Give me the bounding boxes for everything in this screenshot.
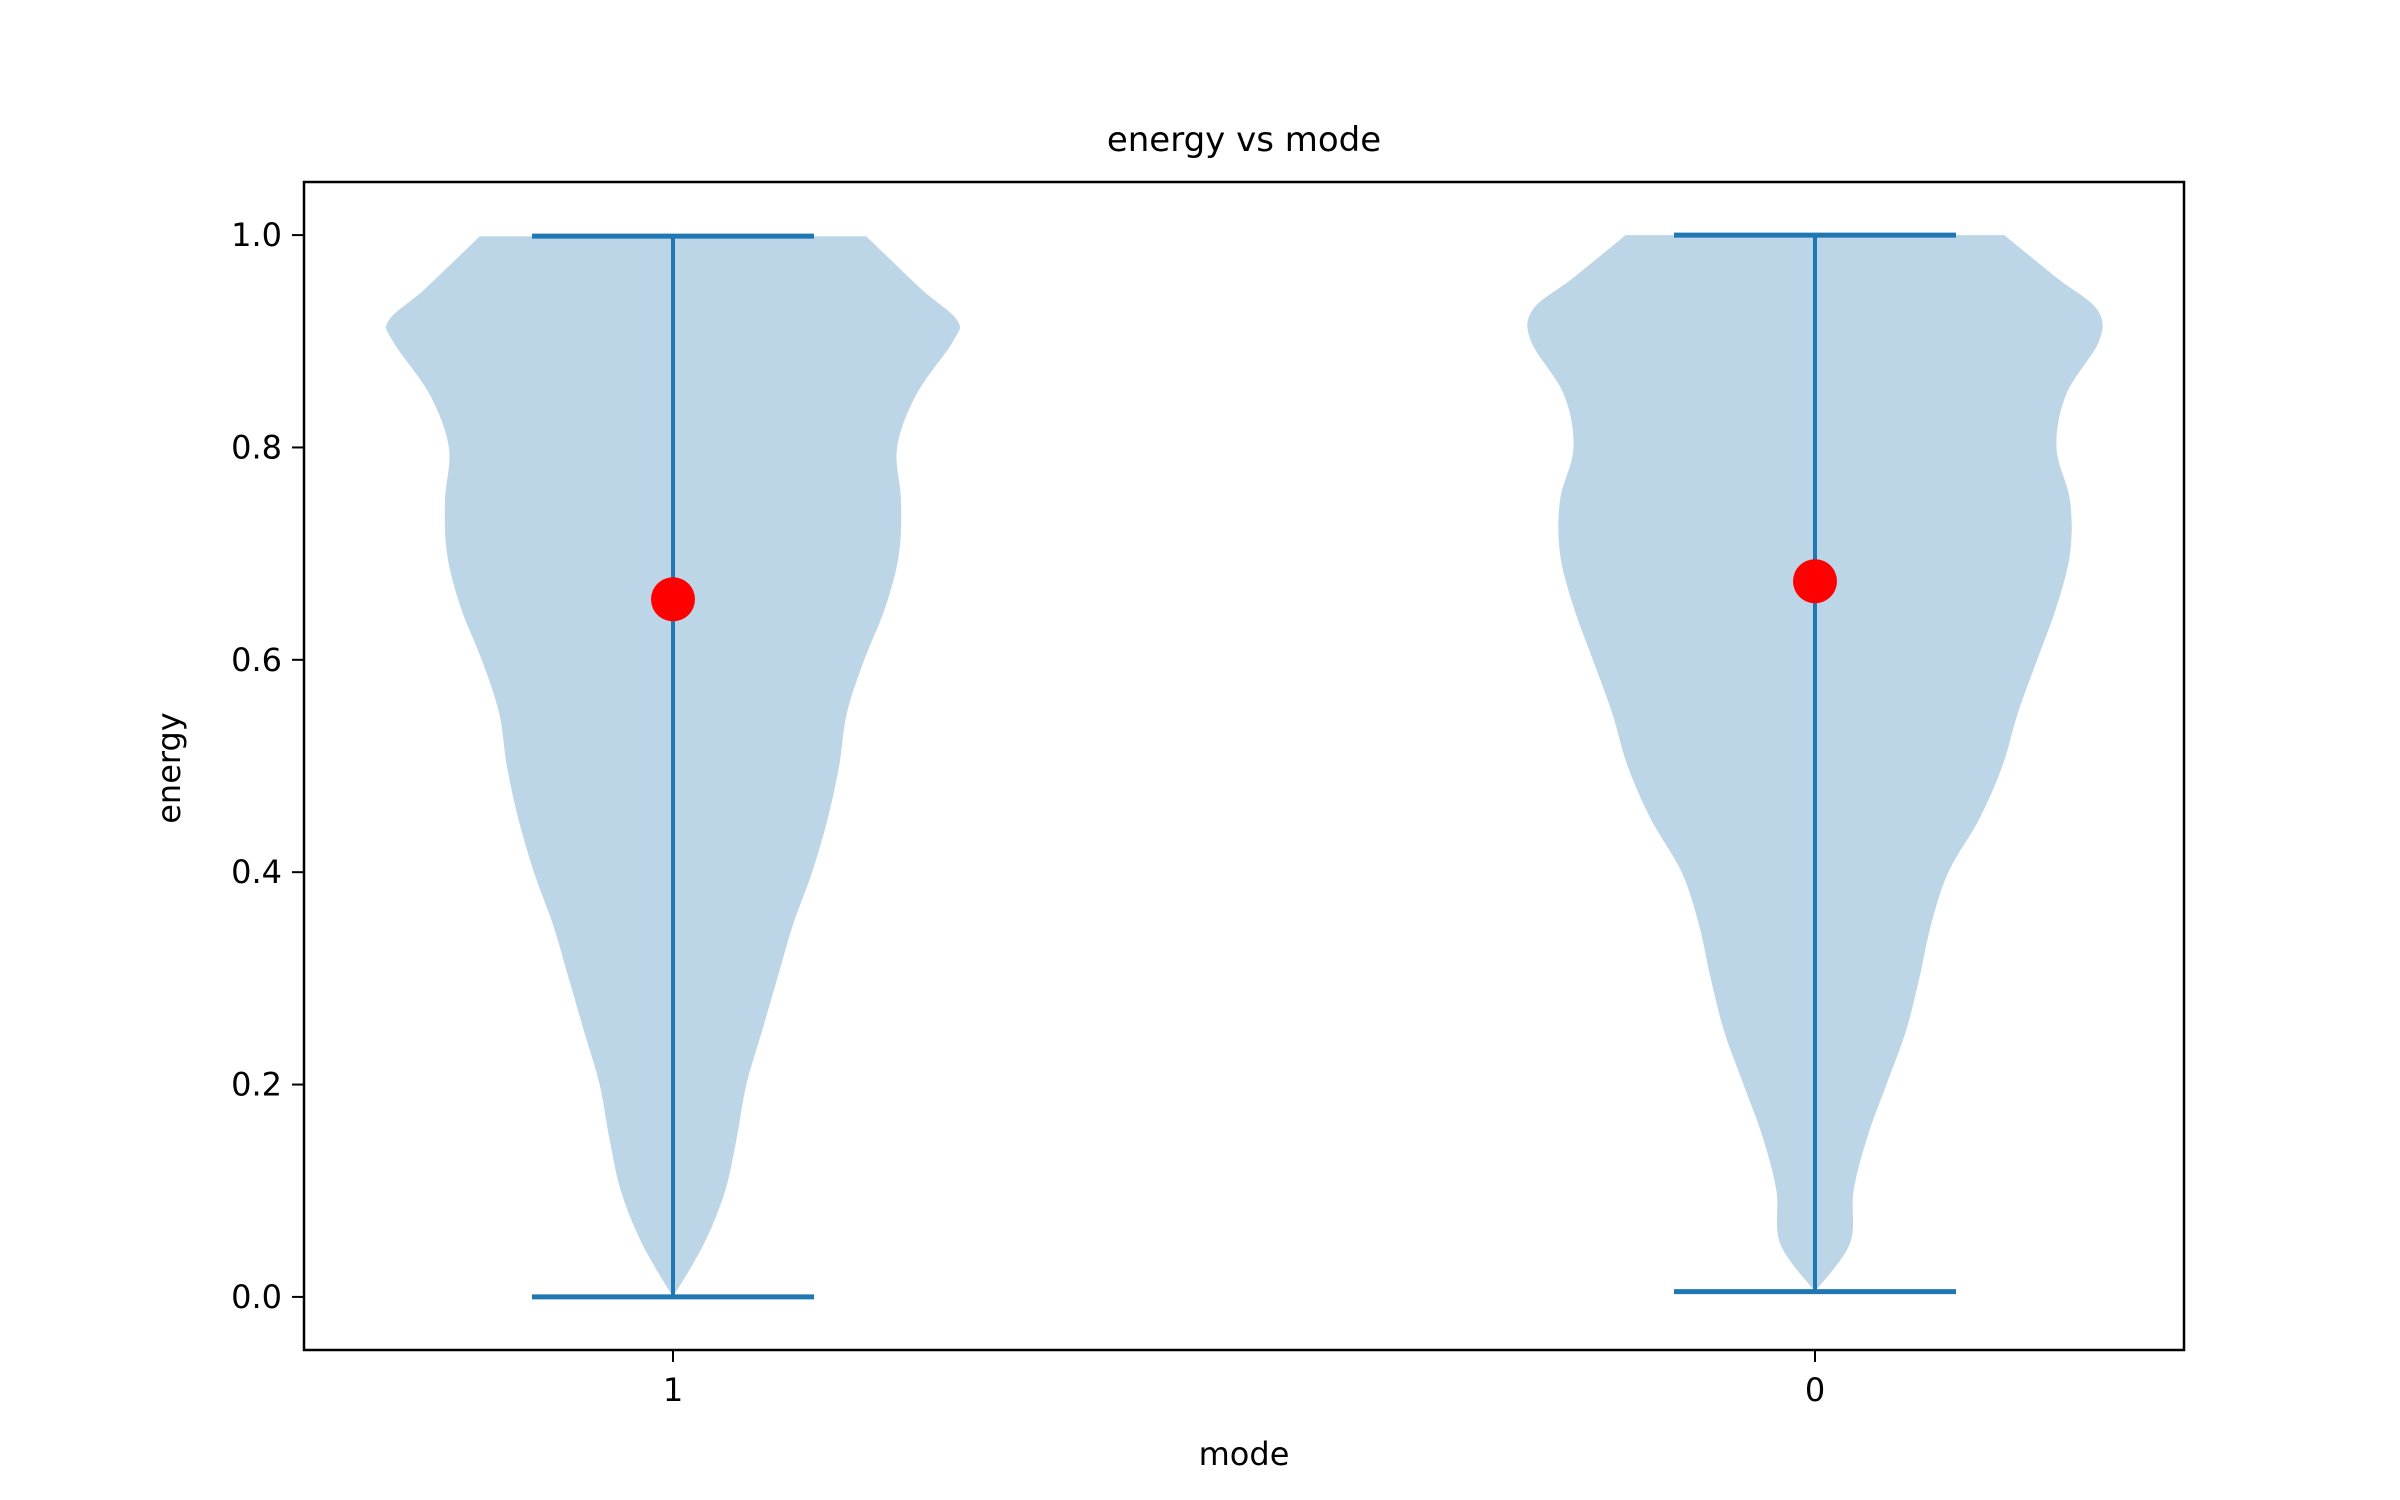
x-axis-label: mode [1199,1435,1290,1473]
y-axis-label: energy [150,712,188,824]
mean-marker-0 [1793,559,1837,604]
x-tick-label: 1 [663,1371,683,1409]
y-tick-label: 0.4 [231,853,282,891]
plot-frame [302,180,2186,1352]
y-tick-label: 0.0 [231,1278,282,1316]
chart-title: energy vs mode [1107,120,1381,160]
x-tick-label: 0 [1805,1371,1825,1409]
y-tick-label: 0.2 [231,1066,282,1104]
y-tick-label: 1.0 [231,216,282,254]
mean-marker-1 [651,577,695,622]
y-tick-label: 0.8 [231,428,282,466]
y-tick-label: 0.6 [231,641,282,679]
